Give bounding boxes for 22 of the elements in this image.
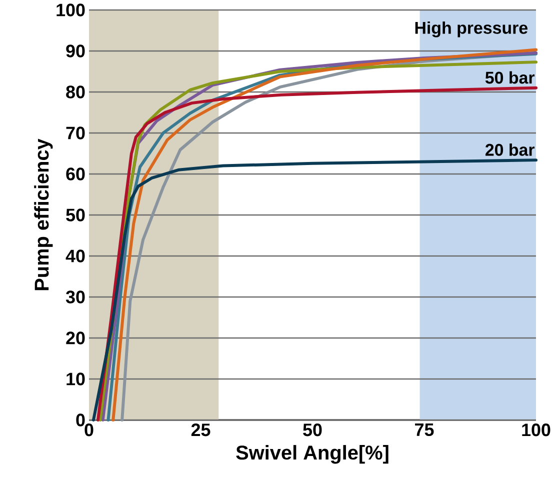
y-tick-label: 10 xyxy=(66,372,85,386)
annotation: High pressure xyxy=(415,21,528,38)
y-tick-label: 50 xyxy=(66,208,85,222)
y-tick-label: 60 xyxy=(66,168,85,180)
y-axis-title: Pump efficiency xyxy=(34,138,53,290)
series-label: 50 bar xyxy=(485,71,535,84)
y-tick-label: 100 xyxy=(56,4,85,16)
y-tick-label: 40 xyxy=(66,250,85,262)
x-tick-label: 100 xyxy=(522,424,550,436)
y-tick-label: 90 xyxy=(66,44,85,58)
series-label: 20 bar xyxy=(486,143,535,156)
x-tick-label: 0 xyxy=(84,424,94,436)
y-tick-label: 0 xyxy=(76,414,85,426)
x-tick-label: 50 xyxy=(303,424,322,436)
x-tick-label: 75 xyxy=(415,424,434,436)
x-axis-title: Swivel Angle[%] xyxy=(236,445,388,464)
x-tick-label: 25 xyxy=(191,424,210,436)
y-tick-label: 80 xyxy=(66,86,85,98)
y-tick-label: 30 xyxy=(66,290,85,304)
line-series xyxy=(92,158,538,422)
y-tick-label: 70 xyxy=(66,126,85,140)
y-tick-label: 20 xyxy=(66,332,85,344)
